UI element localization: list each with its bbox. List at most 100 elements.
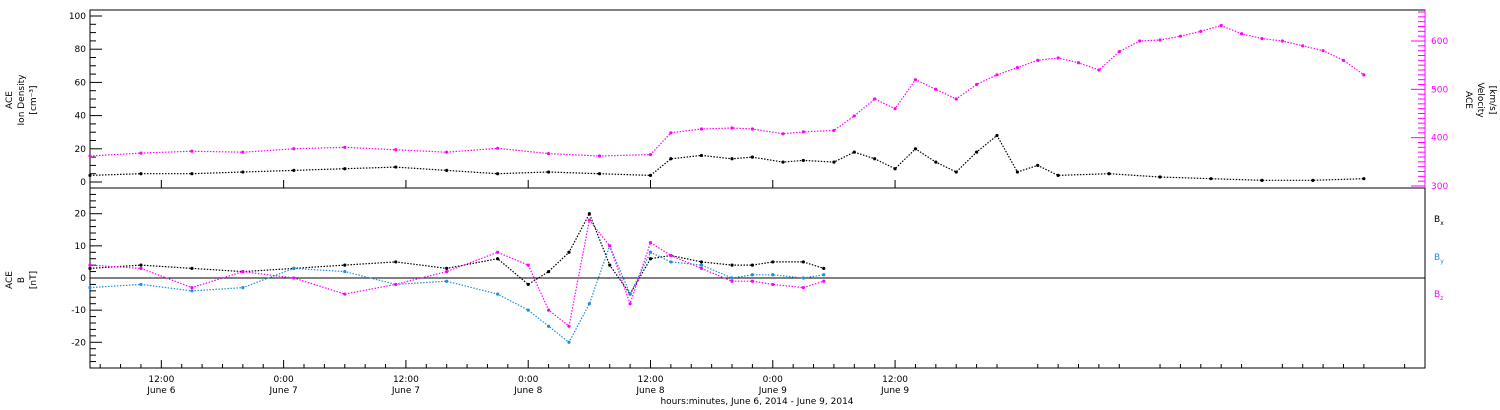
velocity-ylabel-line2: Velocity	[1475, 82, 1485, 118]
velocity-tick-label: 300	[1431, 182, 1448, 192]
velocity-series-point	[546, 152, 551, 156]
x-tick-time-label: 0:00	[274, 375, 294, 385]
density-series-point	[1036, 163, 1040, 167]
density-series-point	[139, 172, 143, 176]
by-series-point	[801, 276, 805, 280]
velocity-series-point	[1341, 58, 1346, 62]
bz-series-point	[139, 266, 143, 270]
density-series-point	[445, 168, 449, 172]
bz-series-point	[292, 276, 296, 280]
bx-legend-entry: Bx	[1434, 215, 1444, 227]
velocity-series-point	[1015, 65, 1019, 70]
velocity-tick-label: 600	[1431, 37, 1448, 47]
density-series-point	[1015, 170, 1019, 174]
velocity-series-point	[139, 151, 143, 155]
density-ylabel-line2: Ion Density	[17, 74, 27, 126]
x-tick-time-label: 12:00	[882, 375, 908, 385]
bz-series-point	[730, 279, 734, 283]
density-series-point	[781, 160, 785, 164]
bx-series-point	[190, 266, 194, 270]
bz-series-line	[89, 218, 824, 328]
velocity-series-point	[995, 73, 999, 77]
x-tick-date-label: June 9	[758, 386, 787, 396]
density-series-point	[1107, 172, 1111, 176]
bx-series-line	[89, 212, 824, 296]
density-series-point	[1362, 177, 1366, 181]
velocity-tick-label: 400	[1431, 134, 1448, 144]
velocity-series-point	[1097, 68, 1101, 72]
bx-series-point	[771, 260, 775, 264]
bz-legend-entry: Bz	[1434, 290, 1443, 302]
top-right-axis: 300 400 500 600	[1411, 10, 1448, 192]
bz-series-point	[241, 269, 245, 274]
velocity-series-line	[89, 24, 1365, 157]
density-ylabel-line1: ACE	[5, 91, 15, 109]
velocity-series-point	[975, 82, 979, 87]
bz-series-point	[88, 263, 92, 267]
velocity-series-point	[1158, 38, 1162, 42]
by-series-point	[628, 292, 632, 296]
density-series-point	[292, 168, 296, 172]
bz-series-point	[822, 279, 826, 283]
velocity-series-point	[496, 146, 500, 150]
velocity-series-point	[893, 107, 897, 111]
velocity-series-point	[1280, 39, 1284, 43]
density-series-point	[801, 158, 805, 163]
b-tick-label: 0	[80, 274, 86, 284]
bx-series-point	[343, 263, 347, 267]
bz-series-point	[669, 253, 673, 258]
by-series-point	[750, 273, 755, 277]
velocity-tick-label: 500	[1431, 85, 1448, 95]
velocity-series-point	[1178, 34, 1183, 38]
top-left-axis: 0 20 40 60 80 100	[69, 12, 102, 188]
x-tick-date-label: June 6	[146, 386, 175, 396]
by-series-point	[669, 260, 673, 264]
b-ylabel-line1: ACE	[5, 271, 15, 289]
bx-series-point	[648, 257, 653, 261]
density-series-point	[669, 157, 673, 161]
b-tick-label: 10	[75, 242, 87, 252]
density-series-point	[699, 153, 704, 158]
bx-series-point	[496, 257, 500, 261]
top-series-layer	[88, 23, 1366, 182]
bx-series-point	[88, 266, 92, 270]
bz-series-point	[546, 308, 551, 312]
velocity-ylabel-line1: ACE	[1463, 91, 1473, 109]
velocity-series-point	[801, 130, 805, 134]
by-series-point	[496, 292, 500, 296]
by-series-point	[241, 286, 245, 290]
density-series-line	[89, 134, 1364, 181]
velocity-series-point	[241, 150, 245, 154]
bx-series-point	[139, 263, 143, 267]
velocity-series-point	[1036, 58, 1040, 62]
by-series-point	[648, 250, 653, 254]
bz-series-point	[190, 286, 194, 290]
b-ylabel-line2: B	[17, 277, 27, 283]
bz-series-point	[587, 218, 591, 222]
by-series-point	[699, 263, 704, 267]
velocity-series-point	[669, 131, 673, 135]
velocity-series-point	[1362, 73, 1366, 77]
density-series-point	[190, 172, 194, 176]
x-axis-label: hours:minutes, June 6, 2014 - June 9, 20…	[660, 397, 853, 407]
x-tick-time-label: 0:00	[518, 375, 538, 385]
velocity-series-point	[394, 148, 398, 152]
top-panel-frame	[89, 9, 1426, 189]
x-tick-time-label: 12:00	[393, 375, 419, 385]
bz-series-point	[801, 286, 805, 290]
velocity-series-point	[832, 128, 836, 133]
density-series-point	[750, 155, 755, 159]
density-series-point	[1158, 175, 1162, 179]
bx-series-point	[526, 282, 530, 287]
velocity-series-point	[1199, 29, 1203, 33]
density-series-point	[394, 165, 398, 169]
bz-series-point	[526, 263, 530, 267]
velocity-series-point	[750, 127, 755, 131]
density-series-point	[852, 150, 856, 154]
velocity-series-point	[1076, 61, 1081, 65]
bx-series-point	[730, 263, 734, 267]
by-series-point	[190, 289, 194, 293]
bz-series-point	[771, 282, 775, 287]
density-series-point	[648, 173, 653, 177]
velocity-series-point	[913, 78, 918, 82]
